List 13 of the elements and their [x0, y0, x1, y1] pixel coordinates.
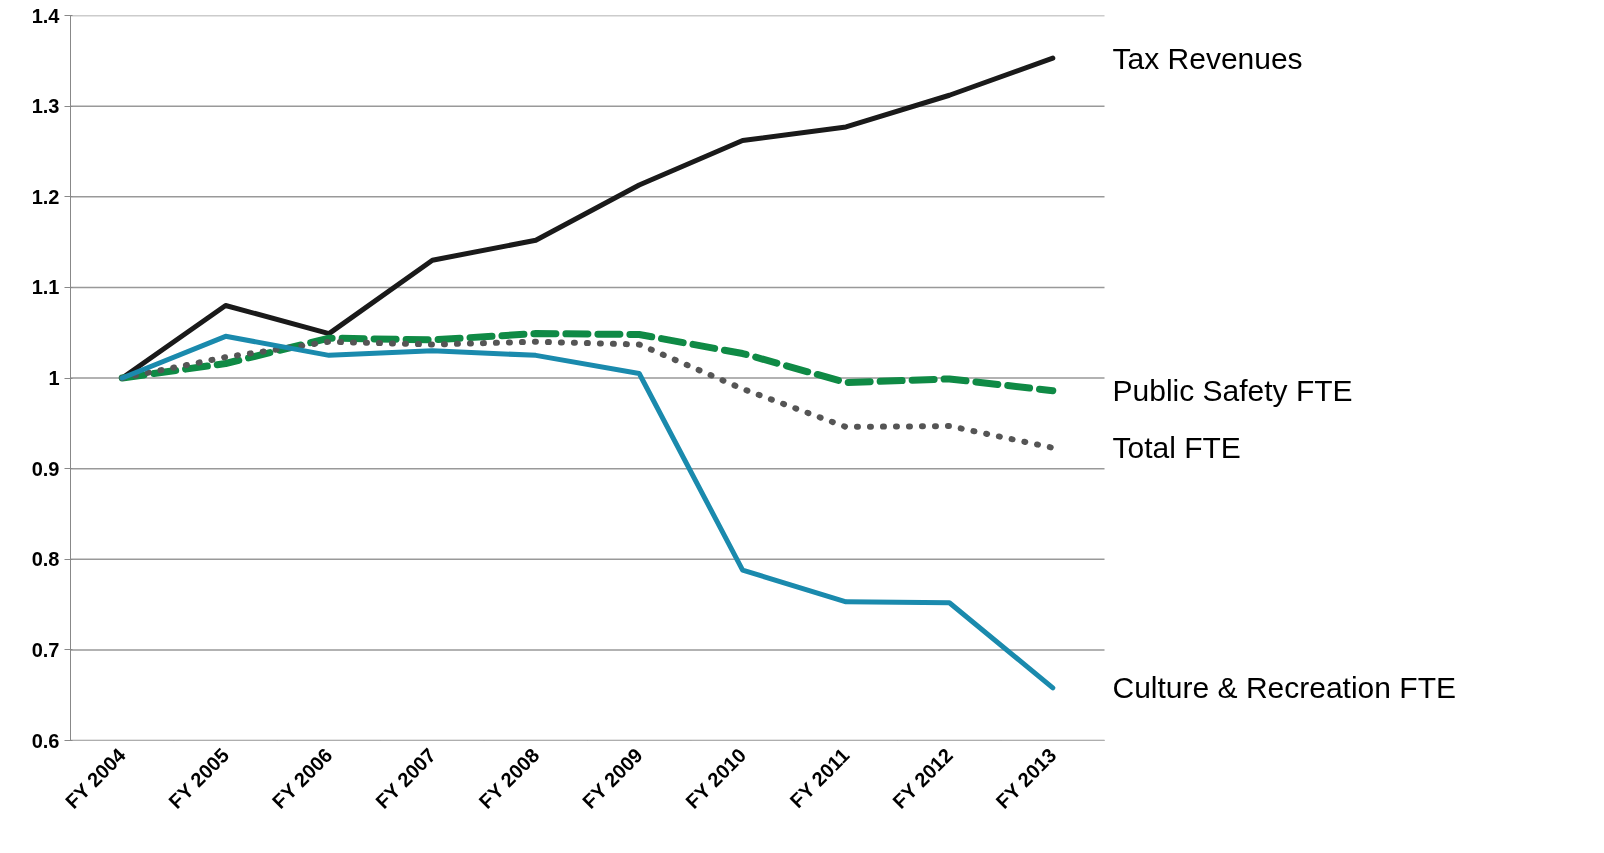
y-tick-label: 1.2	[31, 185, 60, 208]
series-label: Public Safety FTE	[1112, 374, 1353, 408]
series-label: Total FTE	[1112, 431, 1241, 465]
y-tick-label: 0.7	[31, 638, 60, 661]
y-tick-label: 1.3	[31, 95, 60, 118]
series-label: Culture & Recreation FTE	[1112, 671, 1456, 705]
y-tick-label: 1.4	[31, 4, 61, 27]
y-tick-label: 1.1	[31, 276, 60, 299]
y-tick-label: 0.9	[31, 457, 60, 480]
y-tick-label: 0.6	[31, 729, 60, 752]
series-label: Tax Revenues	[1112, 41, 1303, 75]
y-tick-label: 1	[48, 367, 60, 389]
y-tick-label: 0.8	[31, 548, 60, 571]
